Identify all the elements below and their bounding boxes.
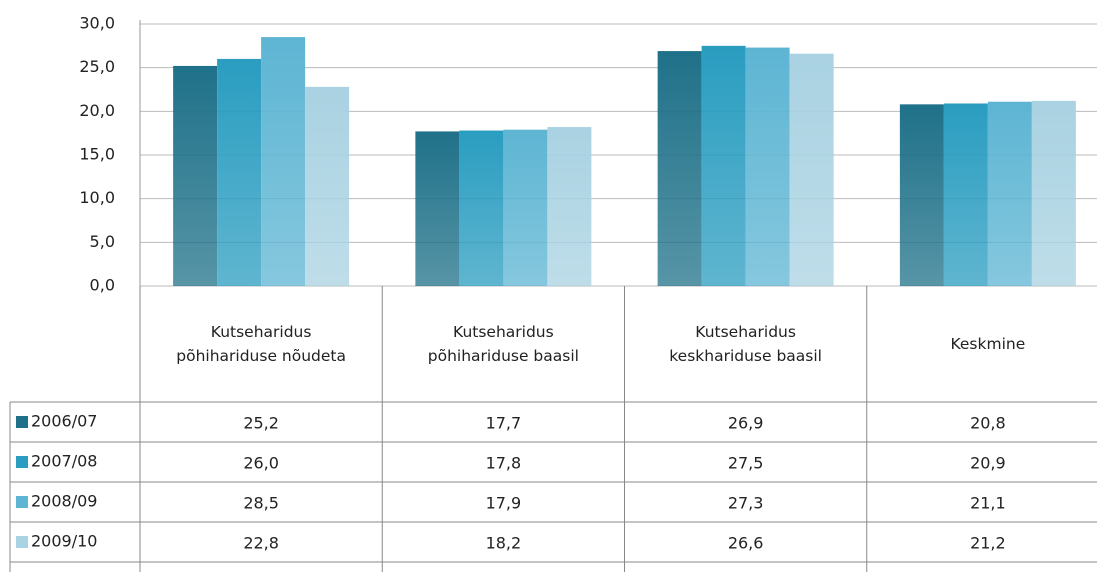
table-value: 22,8 [243, 534, 279, 553]
table-value: 21,2 [970, 534, 1006, 553]
bar [547, 127, 592, 286]
y-tick-label: 30,0 [79, 14, 115, 33]
bar [415, 131, 460, 286]
legend-label: 2007/08 [31, 452, 97, 471]
y-tick-label: 25,0 [79, 57, 115, 76]
bar [745, 47, 790, 286]
legend-label: 2008/09 [31, 492, 97, 511]
y-tick-label: 10,0 [79, 188, 115, 207]
bar [305, 86, 350, 286]
bar [503, 129, 548, 286]
table-value: 27,5 [728, 454, 764, 473]
y-tick-label: 15,0 [79, 145, 115, 164]
legend-key [16, 536, 28, 548]
table-value: 27,3 [728, 494, 764, 513]
bar [943, 103, 988, 287]
bar [1031, 100, 1076, 286]
table-value: 28,5 [243, 494, 279, 513]
category-label: Kutseharidus keskhariduse baasil [669, 323, 822, 365]
table-value: 26,9 [728, 414, 764, 433]
table-value: 25,2 [243, 414, 279, 433]
bar [657, 51, 702, 286]
category-label: Kutseharidus põhihariduse baasil [427, 323, 579, 365]
legend-key [16, 416, 28, 428]
table-value: 17,8 [486, 454, 522, 473]
bar [899, 104, 944, 286]
table-value: 17,7 [486, 414, 522, 433]
bar [789, 53, 834, 287]
legend-key [16, 456, 28, 468]
table-value: 20,9 [970, 454, 1006, 473]
table-value: 17,9 [486, 494, 522, 513]
bar [261, 37, 306, 286]
bar [701, 45, 746, 287]
legend-label: 2006/07 [31, 412, 97, 431]
bar [217, 58, 262, 286]
y-tick-label: 20,0 [79, 101, 115, 120]
table-value: 26,0 [243, 454, 279, 473]
category-label: Keskmine [950, 335, 1026, 353]
legend-key [16, 496, 28, 508]
legend-label: 2009/10 [31, 532, 97, 551]
table-value: 26,6 [728, 534, 764, 553]
table-value: 21,1 [970, 494, 1006, 513]
bar [987, 101, 1032, 286]
table-value: 18,2 [486, 534, 522, 553]
y-tick-label: 5,0 [90, 232, 115, 251]
category-label: Kutseharidus põhihariduse nõudeta [176, 323, 346, 365]
bar [459, 130, 504, 286]
table-value: 20,8 [970, 414, 1006, 433]
bar [173, 65, 218, 286]
y-tick-label: 0,0 [90, 276, 115, 295]
